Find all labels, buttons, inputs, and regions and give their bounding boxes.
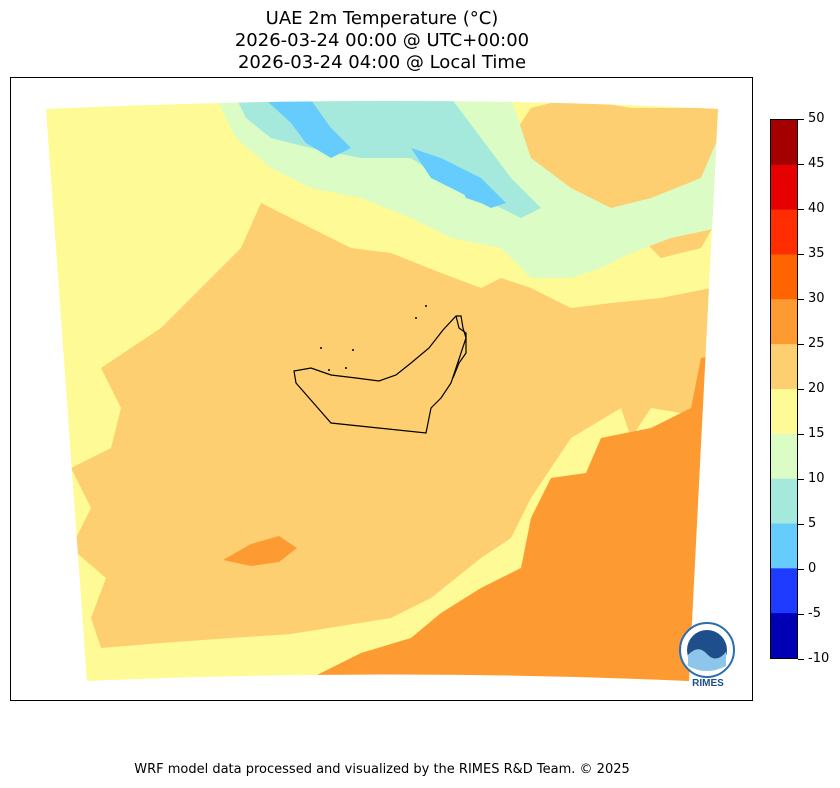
colorbar-tick-label: 30 <box>808 291 825 306</box>
colorbar-band <box>771 389 797 435</box>
colorbar-band <box>771 568 797 614</box>
colorbar-tick <box>798 524 804 525</box>
colorbar-tick-label: -10 <box>808 651 830 666</box>
colorbar-band <box>771 613 797 658</box>
colorbar-tick-label: 20 <box>808 381 825 396</box>
colorbar-tick <box>798 659 804 660</box>
colorbar-band <box>771 209 797 255</box>
colorbar-band <box>771 344 797 390</box>
colorbar-tick-label: -5 <box>808 606 821 621</box>
colorbar-band <box>771 254 797 300</box>
contour-20-25-central <box>71 203 718 648</box>
uae-border <box>293 315 467 434</box>
map-subtitle-local: 2026-03-24 04:00 @ Local Time <box>237 52 527 73</box>
contour-0-5-patch-small <box>461 188 491 203</box>
colorbar-band <box>771 120 797 166</box>
colorbar-tick-label: 0 <box>808 561 817 576</box>
contour-25-30-patch <box>223 536 297 566</box>
colorbar-tick <box>798 479 804 480</box>
colorbar-band <box>771 164 797 211</box>
colorbar-tick-label: 50 <box>808 111 825 126</box>
colorbar-tick-label: 40 <box>808 201 825 216</box>
colorbar-band <box>771 433 797 480</box>
colorbar-tick-label: 15 <box>808 426 825 441</box>
colorbar-tick-label: 25 <box>808 336 825 351</box>
rimes-logo-icon: RIMES <box>679 622 735 689</box>
uae-east-border <box>452 315 467 379</box>
colorbar-tick <box>798 119 804 120</box>
colorbar-tick <box>798 299 804 300</box>
footer-credit: WRF model data processed and visualized … <box>134 762 630 777</box>
contour-25-30-southeast <box>311 348 718 681</box>
islands <box>320 305 427 371</box>
logo-text: RIMES <box>692 678 724 689</box>
map-title: UAE 2m Temperature (°C) <box>265 8 499 29</box>
map-subtitle-utc: 2026-03-24 00:00 @ UTC+00:00 <box>234 30 530 51</box>
temperature-map <box>46 101 718 681</box>
colorbar-tick <box>798 254 804 255</box>
colorbar-tick <box>798 344 804 345</box>
colorbar-tick-label: 45 <box>808 156 825 171</box>
colorbar-band <box>771 299 797 345</box>
colorbar-tick-label: 10 <box>808 471 825 486</box>
colorbar-tick <box>798 434 804 435</box>
colorbar-tick <box>798 569 804 570</box>
colorbar-tick <box>798 389 804 390</box>
colorbar-tick <box>798 614 804 615</box>
colorbar-tick <box>798 209 804 210</box>
map-panel <box>10 77 753 701</box>
colorbar-tick <box>798 164 804 165</box>
colorbar <box>770 119 798 659</box>
colorbar-band <box>771 523 797 569</box>
contour-0-5-north <box>266 101 351 158</box>
colorbar-band <box>771 478 797 524</box>
colorbar-tick-label: 35 <box>808 246 825 261</box>
colorbar-tick-label: 5 <box>808 516 817 531</box>
